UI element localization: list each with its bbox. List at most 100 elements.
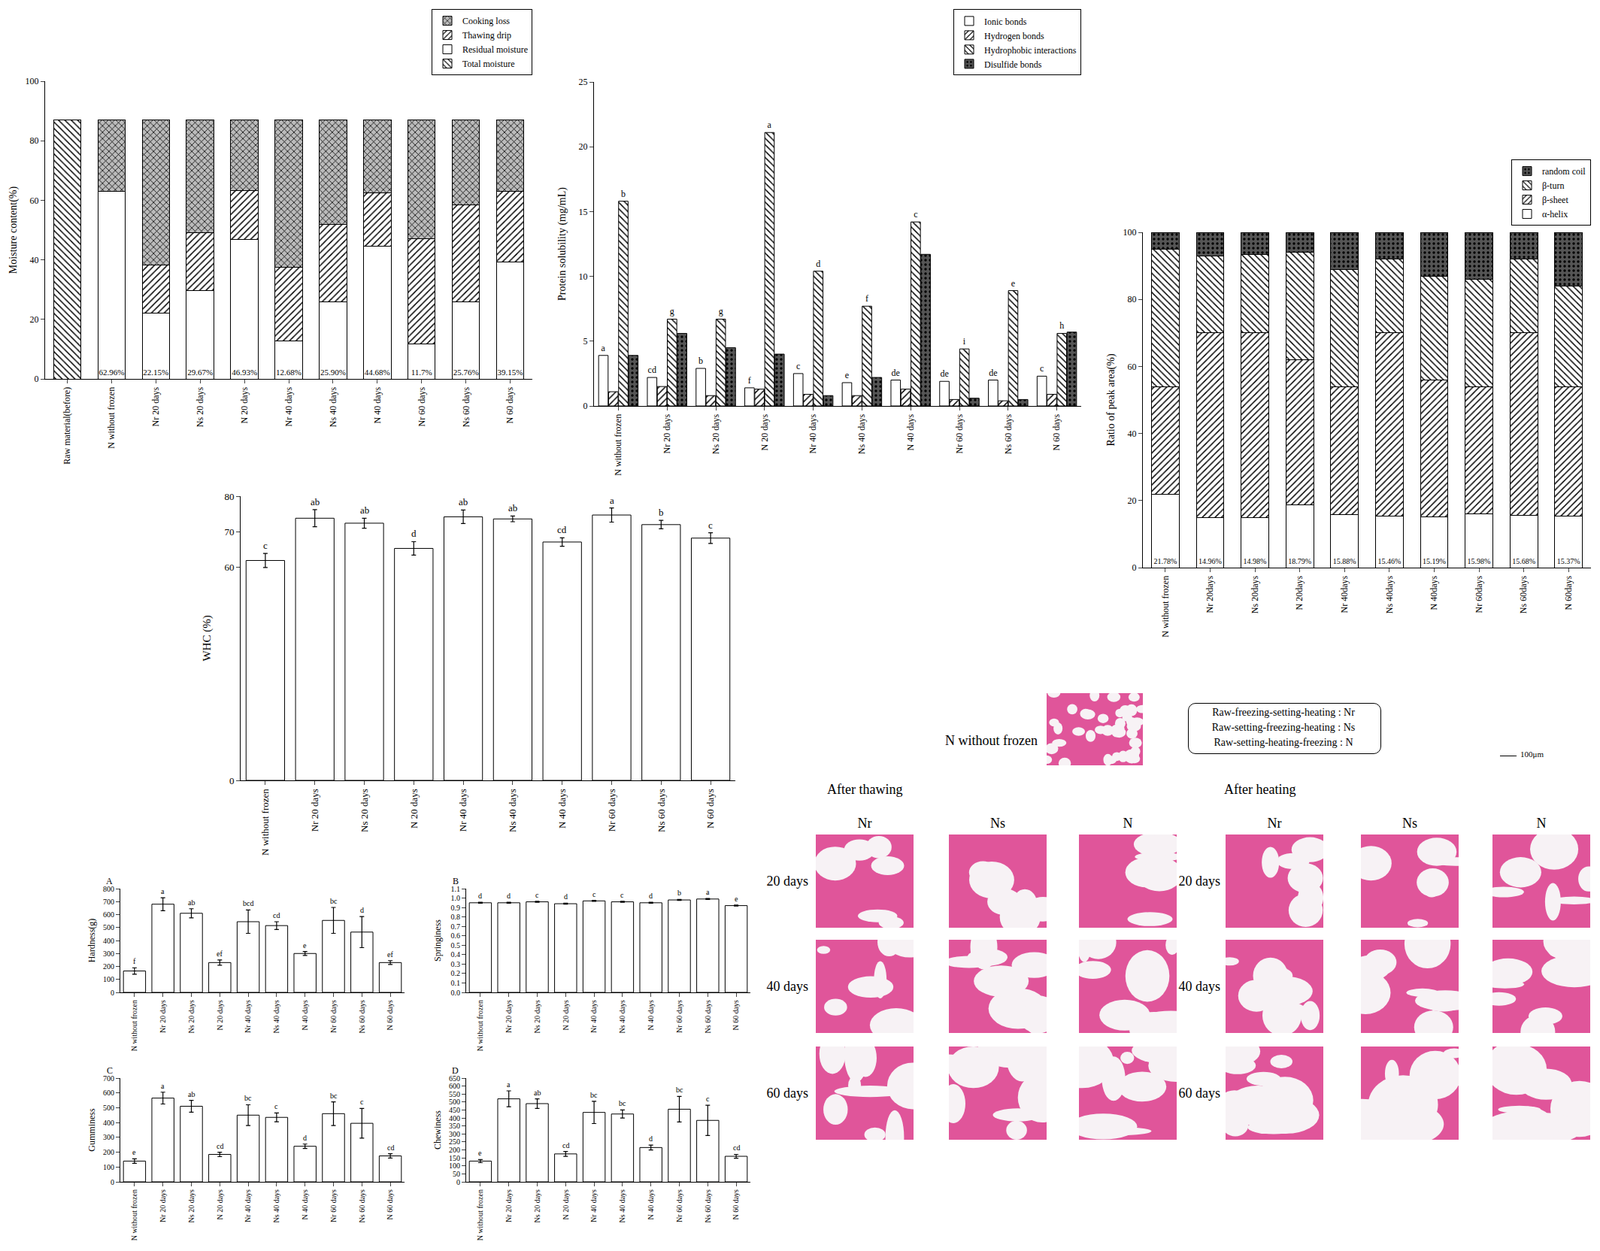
svg-text:Ns 20 days: Ns 20 days (187, 1189, 196, 1224)
svg-text:5: 5 (583, 336, 588, 347)
svg-text:d: d (506, 891, 511, 900)
svg-text:N 20 days: N 20 days (215, 1189, 225, 1221)
svg-text:80: 80 (1127, 293, 1137, 305)
svg-text:0.8: 0.8 (451, 912, 461, 922)
svg-text:Nr 60 days: Nr 60 days (606, 788, 618, 832)
svg-text:bc: bc (675, 1085, 684, 1094)
svg-text:d: d (411, 527, 417, 540)
svg-text:ab: ab (310, 496, 320, 508)
svg-text:c: c (263, 539, 268, 552)
svg-text:Nr 60 days: Nr 60 days (675, 1189, 684, 1223)
svg-text:0.7: 0.7 (451, 922, 461, 931)
svg-text:cd: cd (387, 1143, 394, 1152)
svg-text:cd: cd (216, 1142, 224, 1151)
svg-text:0.4: 0.4 (451, 950, 461, 959)
svg-text:Residual moisture: Residual moisture (462, 44, 528, 55)
svg-text:α-helix: α-helix (1542, 209, 1568, 220)
svg-text:N without frozen: N without frozen (259, 788, 271, 856)
svg-text:N without frozen: N without frozen (130, 1000, 139, 1052)
svg-text:Nr 40 days: Nr 40 days (589, 1189, 598, 1223)
svg-text:a: a (706, 887, 710, 897)
svg-text:Ns 40 days: Ns 40 days (618, 1000, 627, 1034)
svg-text:350: 350 (448, 1121, 461, 1131)
svg-text:c: c (620, 890, 625, 900)
svg-text:Ns 60 days: Ns 60 days (655, 788, 667, 833)
svg-text:0: 0 (34, 373, 40, 385)
svg-text:700: 700 (103, 897, 115, 907)
svg-text:β-sheet: β-sheet (1542, 194, 1569, 206)
svg-text:12.68%: 12.68% (275, 367, 302, 377)
svg-text:0: 0 (110, 988, 115, 997)
svg-text:N 60 days: N 60 days (504, 386, 516, 424)
svg-text:15.88%: 15.88% (1333, 557, 1357, 566)
svg-text:N 40days: N 40days (1428, 575, 1440, 610)
svg-text:N 60 days: N 60 days (731, 1189, 740, 1221)
svg-text:46.93%: 46.93% (231, 367, 258, 377)
svg-text:Hydrophobic interactions: Hydrophobic interactions (984, 45, 1077, 56)
svg-text:cd: cd (272, 911, 280, 920)
svg-text:Nr 20 days: Nr 20 days (158, 1189, 167, 1223)
svg-text:20: 20 (30, 314, 40, 325)
svg-text:d: d (563, 892, 568, 901)
svg-text:Nr 40 days: Nr 40 days (283, 386, 294, 427)
svg-text:N without frozen: N without frozen (130, 1189, 139, 1241)
svg-text:Cooking loss: Cooking loss (462, 15, 510, 27)
svg-text:d: d (360, 906, 364, 915)
svg-text:h: h (1059, 320, 1064, 331)
svg-text:Nr 20 days: Nr 20 days (504, 1189, 513, 1223)
svg-text:d: d (815, 258, 821, 270)
svg-text:e: e (845, 369, 849, 381)
svg-text:bc: bc (330, 1091, 338, 1100)
svg-text:15.37%: 15.37% (1557, 557, 1581, 566)
svg-text:500: 500 (103, 1103, 115, 1113)
svg-text:A: A (106, 875, 113, 887)
svg-text:200: 200 (448, 1145, 461, 1155)
svg-text:Hydrogen bonds: Hydrogen bonds (984, 30, 1045, 42)
svg-text:0.9: 0.9 (451, 903, 461, 913)
svg-text:22.15%: 22.15% (142, 367, 169, 377)
svg-text:f: f (748, 375, 752, 386)
svg-text:Nr 20 days: Nr 20 days (309, 788, 321, 832)
svg-text:100: 100 (25, 75, 40, 87)
svg-text:D: D (451, 1065, 459, 1076)
svg-text:Ns 40 days: Ns 40 days (272, 1000, 281, 1034)
svg-text:Ns 40 days: Ns 40 days (327, 386, 339, 428)
svg-text:f: f (865, 293, 869, 304)
svg-text:c: c (708, 519, 713, 531)
svg-text:Ns 60 days: Ns 60 days (703, 1000, 713, 1034)
svg-text:15.19%: 15.19% (1422, 557, 1446, 566)
svg-text:c: c (274, 1102, 279, 1111)
svg-text:Chewiness: Chewiness (432, 1110, 443, 1150)
svg-text:Ns 40 days: Ns 40 days (856, 413, 867, 455)
svg-text:N 60 days: N 60 days (385, 1000, 394, 1031)
svg-text:N without frozen: N without frozen (475, 1189, 485, 1241)
svg-text:600: 600 (103, 1088, 115, 1097)
svg-text:d: d (648, 1134, 653, 1143)
svg-text:Ns 60 days: Ns 60 days (460, 386, 472, 428)
svg-text:N 60 days: N 60 days (704, 788, 716, 829)
svg-text:cd: cd (557, 524, 567, 536)
svg-text:150: 150 (448, 1154, 461, 1163)
svg-text:1.1: 1.1 (451, 884, 461, 894)
svg-text:Nr 40 days: Nr 40 days (457, 788, 469, 832)
svg-text:ef: ef (216, 949, 223, 958)
svg-text:ab: ab (360, 504, 370, 516)
svg-text:N 20 days: N 20 days (408, 788, 420, 829)
svg-text:a: a (506, 1080, 511, 1089)
svg-text:200: 200 (103, 1148, 115, 1157)
svg-text:N 60 days: N 60 days (1051, 413, 1063, 451)
svg-text:Ns 40 days: Ns 40 days (272, 1189, 281, 1224)
svg-text:Ns 60days: Ns 60days (1518, 575, 1530, 614)
svg-text:d: d (478, 891, 482, 900)
svg-text:g: g (718, 306, 724, 317)
svg-text:N 60days: N 60days (1563, 575, 1574, 610)
svg-text:e: e (1011, 278, 1016, 289)
svg-text:600: 600 (103, 910, 115, 919)
svg-text:ab: ab (187, 898, 195, 907)
svg-text:800: 800 (103, 884, 115, 894)
svg-text:Nr 40 days: Nr 40 days (589, 1000, 598, 1034)
svg-text:600: 600 (448, 1081, 461, 1091)
svg-text:Springiness: Springiness (432, 919, 443, 962)
svg-text:15.68%: 15.68% (1512, 557, 1536, 566)
svg-text:0: 0 (229, 775, 235, 787)
